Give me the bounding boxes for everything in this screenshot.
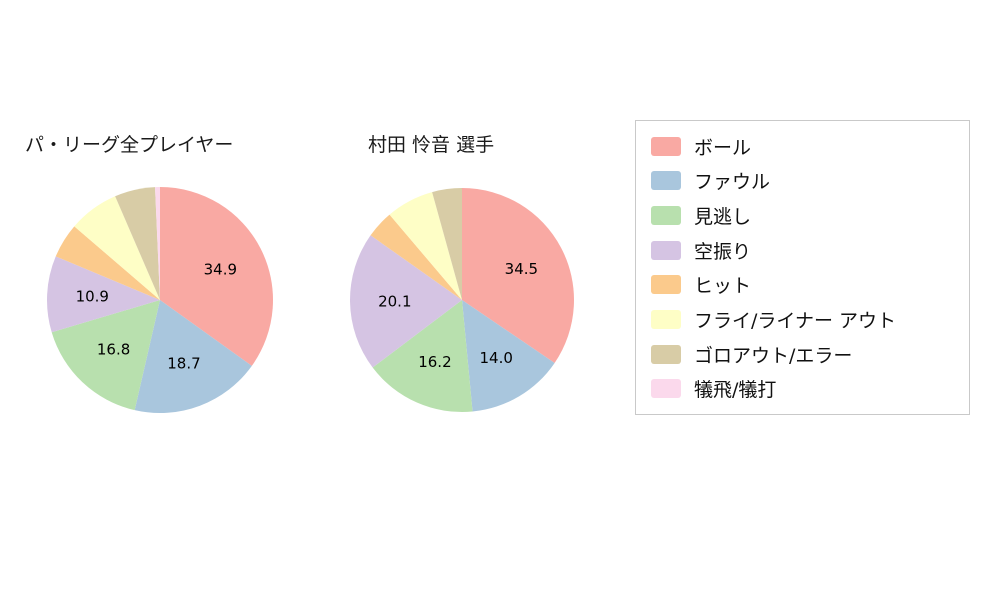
legend-label: 犠飛/犠打 xyxy=(694,379,777,402)
pie-slice xyxy=(462,300,555,412)
pie-chart-player: 34.5 14.0 16.2 20.1 xyxy=(350,188,574,412)
pie-slice xyxy=(432,188,462,300)
pie-slice xyxy=(55,226,161,300)
legend-swatch xyxy=(651,171,681,191)
legend-label: フライ/ライナー アウト xyxy=(694,309,897,332)
pie-slice-label: 14.0 xyxy=(480,349,513,367)
legend-swatch xyxy=(651,309,681,329)
pie-slice xyxy=(155,187,160,300)
legend-swatch xyxy=(651,240,681,260)
legend-label: 見逃し xyxy=(694,206,752,229)
legend-swatch xyxy=(651,379,681,399)
legend-label: ボール xyxy=(694,136,752,159)
chart-title-player: 村田 怜音 選手 xyxy=(368,134,495,156)
legend-label: ヒット xyxy=(694,275,752,298)
pie-slice xyxy=(74,196,160,300)
pie-slice-label: 20.1 xyxy=(378,292,411,310)
pie-slice xyxy=(370,214,462,300)
pie-slice xyxy=(350,235,462,368)
legend-item: 犠飛/犠打 xyxy=(636,375,969,402)
pie-slice xyxy=(462,188,574,363)
legend-swatch xyxy=(651,136,681,156)
pie-slice-label: 10.9 xyxy=(76,288,109,306)
legend-label: ゴロアウト/エラー xyxy=(694,344,853,367)
legend-item: ヒット xyxy=(636,271,969,298)
legend-item: 空振り xyxy=(636,237,969,264)
pie-slice xyxy=(47,256,160,333)
chart-title-league: パ・リーグ全プレイヤー xyxy=(25,134,234,156)
pie-slice xyxy=(134,300,252,413)
legend-label: ファウル xyxy=(694,171,771,194)
legend-swatch xyxy=(651,275,681,295)
legend-label: 空振り xyxy=(694,240,752,263)
legend-swatch xyxy=(651,344,681,364)
pie-slice-label: 18.7 xyxy=(167,355,200,373)
legend-item: 見逃し xyxy=(636,202,969,229)
legend-swatch xyxy=(651,206,681,226)
pie-slice xyxy=(160,187,273,366)
pie-slice-label: 34.9 xyxy=(204,260,237,278)
legend-item: ゴロアウト/エラー xyxy=(636,341,969,368)
legend-item: ファウル xyxy=(636,167,969,194)
pie-slice xyxy=(115,187,160,300)
pie-slice-label: 16.2 xyxy=(418,353,451,371)
legend-item: フライ/ライナー アウト xyxy=(636,306,969,333)
legend-item: ボール xyxy=(636,133,969,160)
pie-slice-label: 16.8 xyxy=(97,341,130,359)
pie-slice xyxy=(372,300,473,412)
pie-slice xyxy=(389,192,462,300)
legend: ボールファウル見逃し空振りヒットフライ/ライナー アウト ゴロアウト/エラー 犠飛/… xyxy=(635,120,970,415)
pie-slice xyxy=(51,300,160,411)
pie-slice-label: 34.5 xyxy=(505,260,538,278)
pie-chart-league: 34.9 18.7 16.8 10.9 xyxy=(47,187,273,413)
